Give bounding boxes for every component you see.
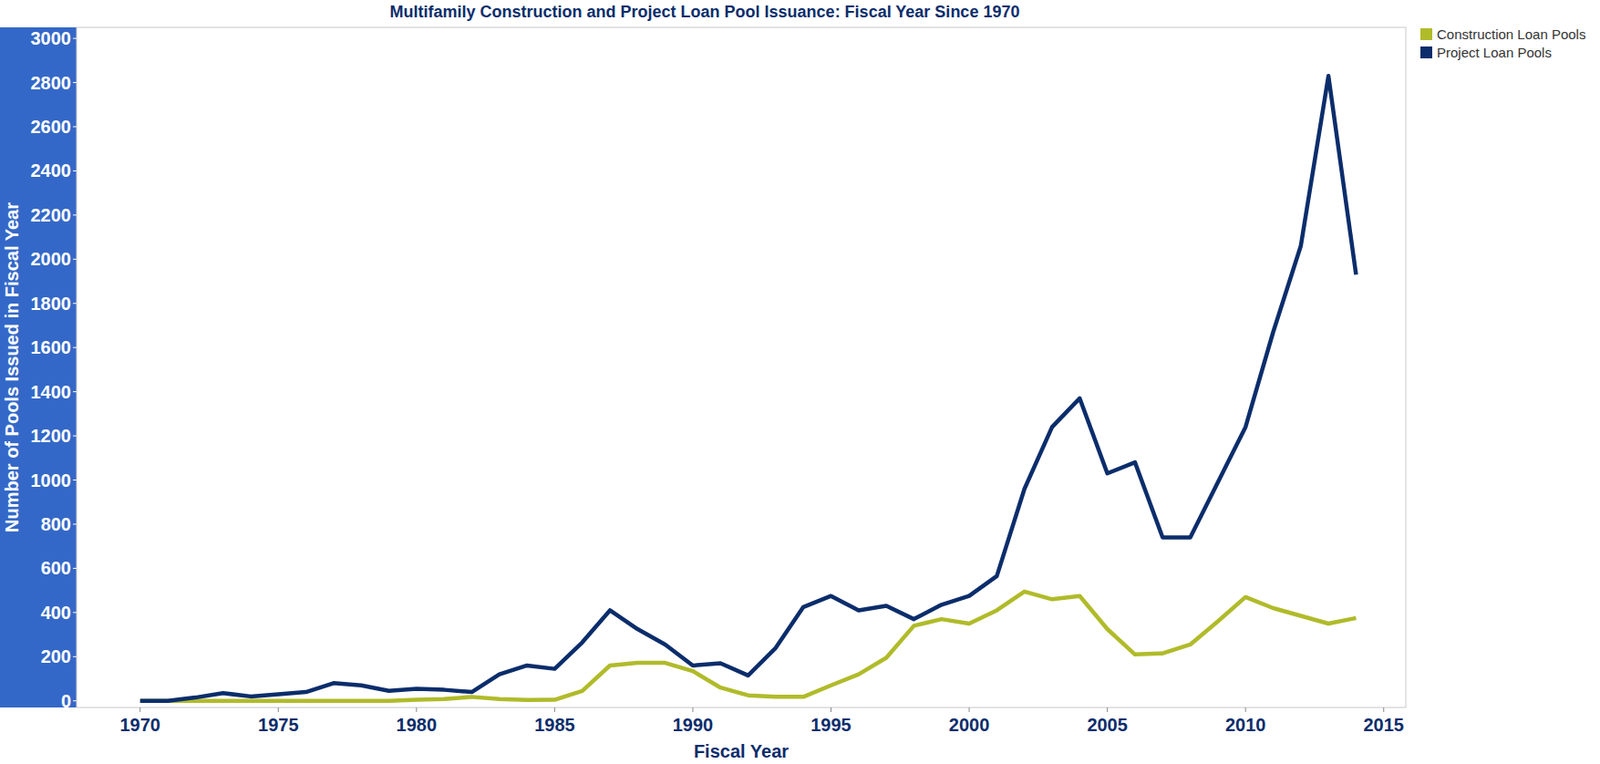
x-tick-label: 1995 <box>810 714 852 735</box>
y-tick-label: 400 <box>41 602 72 623</box>
x-tick <box>278 707 279 713</box>
y-tick-label: 1200 <box>30 425 73 446</box>
y-tick-label: 2400 <box>30 160 73 181</box>
y-tick-label: 1400 <box>30 381 73 403</box>
y-tick <box>72 656 77 658</box>
y-tick <box>72 567 77 569</box>
y-tick <box>72 523 77 525</box>
legend-label: Construction Loan Pools <box>1436 26 1586 42</box>
y-tick-label: 2600 <box>30 116 73 137</box>
title: Multifamily Construction and Project Loa… <box>390 2 1021 21</box>
y-tick-label: 2000 <box>30 248 73 269</box>
y-tick-label: 800 <box>41 514 72 535</box>
legend-label: Project Loan Pools <box>1436 44 1552 61</box>
y-axis-title: Number of Pools Issued in Fiscal Year <box>1 202 22 533</box>
legend-swatch <box>1420 28 1433 41</box>
y-tick-label: 200 <box>41 646 72 667</box>
x-tick <box>1383 707 1384 713</box>
y-tick <box>72 214 77 216</box>
y-tick <box>72 347 77 349</box>
x-tick-label: 2015 <box>1363 714 1405 735</box>
y-tick <box>72 700 77 702</box>
x-tick-label: 2000 <box>949 714 991 735</box>
y-tick <box>72 391 77 393</box>
y-tick <box>72 302 77 304</box>
x-tick <box>691 707 693 713</box>
x-tick <box>139 707 141 713</box>
x-tick-label: 1990 <box>672 714 714 735</box>
legend-swatch <box>1420 46 1433 59</box>
y-tick-label: 2200 <box>30 205 73 226</box>
y-tick <box>72 611 77 613</box>
y-tick-label: 2800 <box>30 72 73 93</box>
x-tick <box>830 707 832 713</box>
y-tick-label: 3000 <box>30 28 73 49</box>
x-tick <box>1106 707 1108 713</box>
y-tick <box>72 125 77 127</box>
y-tick-label: 1000 <box>30 470 73 491</box>
y-tick <box>72 170 77 172</box>
x-tick <box>554 707 556 713</box>
lines <box>140 75 1357 701</box>
x-tick-label: 2010 <box>1225 714 1267 735</box>
y-tick <box>72 435 77 437</box>
x-tick <box>1245 707 1247 713</box>
y-tick-label: 1600 <box>30 337 73 358</box>
plot-frame <box>76 27 1406 708</box>
y-tick-label: 1800 <box>30 293 73 314</box>
series-line <box>140 591 1357 702</box>
chart: Multifamily Construction and Project Loa… <box>0 0 1600 764</box>
series-line <box>140 75 1357 701</box>
x-tick-label: 2005 <box>1086 714 1128 735</box>
x-tick-label: 1970 <box>119 714 161 735</box>
x-tick <box>415 707 417 713</box>
y-tick-label: 0 <box>61 691 72 712</box>
y-tick <box>72 258 77 260</box>
y-tick <box>72 479 77 481</box>
y-tick <box>72 82 77 83</box>
x-axis-title: Fiscal Year <box>693 741 789 762</box>
x-tick-label: 1975 <box>258 714 300 735</box>
x-tick-label: 1985 <box>534 714 576 735</box>
x-tick-label: 1980 <box>396 714 438 735</box>
x-tick <box>969 707 971 713</box>
y-tick-label: 600 <box>41 557 72 579</box>
y-tick <box>72 38 77 40</box>
y-axis-band <box>0 27 77 708</box>
